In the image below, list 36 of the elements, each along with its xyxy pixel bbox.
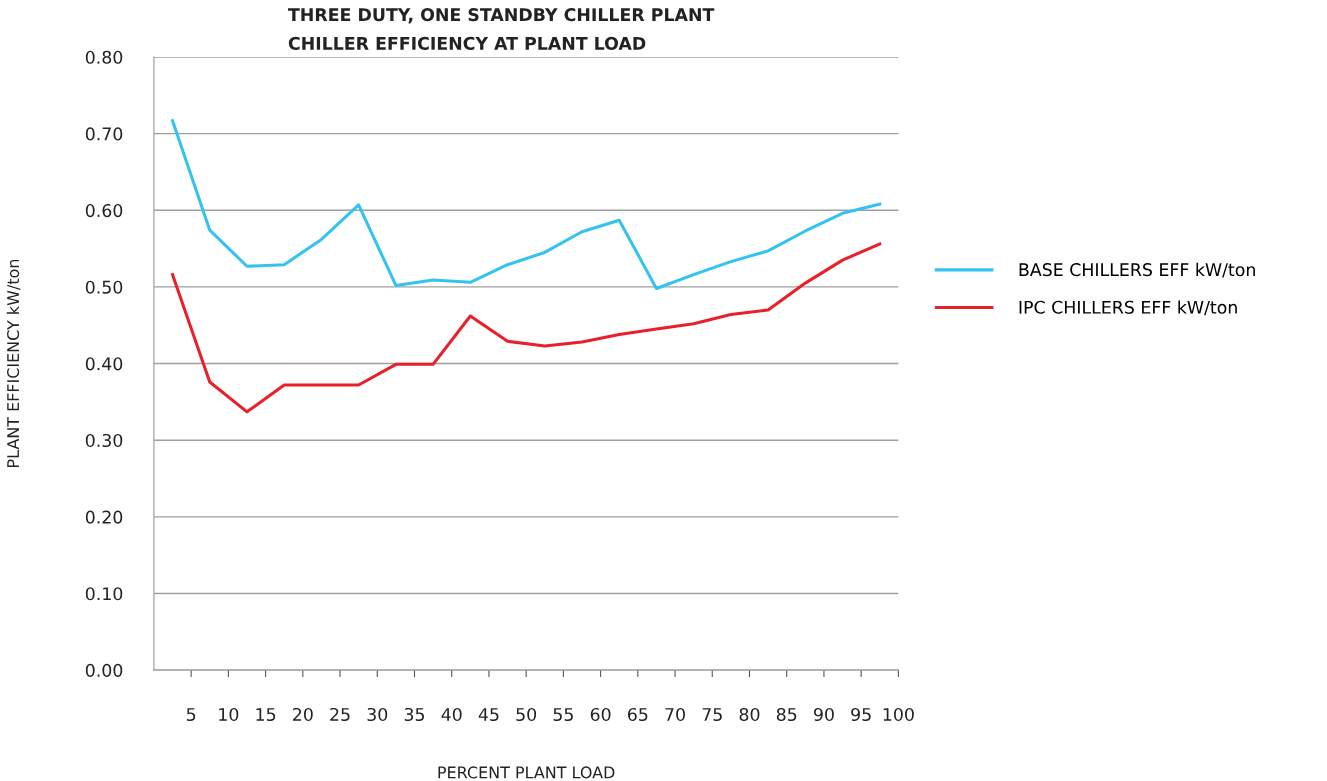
y-tick-label: 0.20 [85,510,123,524]
x-tick-label: 75 [702,708,722,722]
x-tick-label: 80 [739,707,760,722]
x-tick-label: 50 [516,707,537,722]
x-tick-label: 90 [813,707,834,722]
line-series [171,242,882,414]
legend-label: BASE CHILLERS EFF kW/ton [1019,262,1255,278]
x-tick-label: 95 [851,707,871,722]
y-tick-label: 0.70 [85,127,123,141]
y-tick-label: 0.60 [85,203,123,218]
line-series [171,119,882,290]
x-tick-label: 35 [404,707,425,722]
x-tick-label: 30 [367,707,388,722]
legend-label: IPC CHILLERS EFF kW/ton [1019,300,1237,316]
chart-title: THREE DUTY, ONE STANDBY CHILLER PLANT CHILLER EFFICIENCY AT PLANT LOAD [288,8,715,50]
x-tick-label: 40 [441,707,462,722]
x-tick-label: 20 [293,707,313,722]
y-tick-label: 0.30 [85,433,123,448]
y-tick-label: 0.50 [85,280,123,294]
x-tick-label: 65 [627,707,648,722]
y-tick-label: 0.00 [85,663,123,677]
y-axis-title: PLANT EFFICIENCY kW/ton [6,259,21,467]
x-axis-title: PERCENT PLANT LOAD [438,766,615,779]
y-tick-label: 0.80 [85,50,123,64]
y-tick-label: 0.10 [85,587,123,601]
x-tick-label: 10 [219,707,239,722]
x-tick-label: 55 [553,708,573,722]
x-tick-label: 25 [330,707,350,722]
x-tick-label: 45 [478,708,499,722]
y-tick-label: 0.40 [85,357,123,371]
x-tick-label: 5 [186,708,196,722]
x-tick-label: 60 [590,707,611,722]
x-tick-label: 15 [256,708,276,722]
x-tick-label: 70 [665,707,685,722]
x-tick-label: 85 [776,707,797,722]
x-tick-label: 100 [883,707,914,722]
